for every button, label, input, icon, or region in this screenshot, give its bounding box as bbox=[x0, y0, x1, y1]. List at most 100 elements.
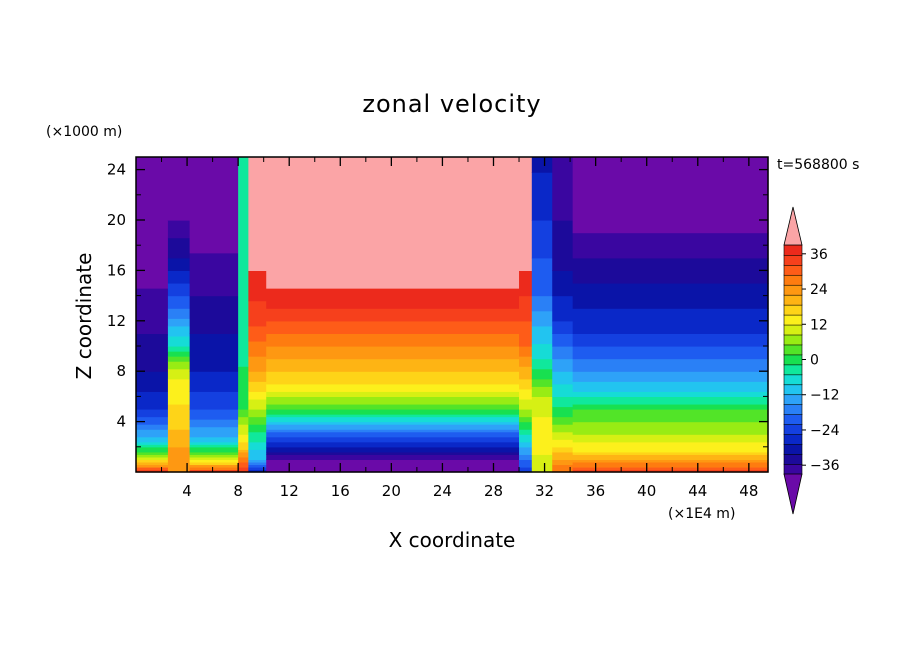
y-tick-label: 8 bbox=[116, 362, 126, 380]
contour-fill bbox=[572, 469, 769, 473]
contour-fill bbox=[238, 366, 249, 410]
contour-fill bbox=[552, 451, 574, 460]
contour-fill bbox=[167, 446, 191, 473]
contour-fill bbox=[136, 446, 169, 453]
contour-fill bbox=[572, 346, 769, 360]
colorbar-swatch bbox=[783, 304, 803, 316]
x-tick-label: 12 bbox=[280, 482, 299, 500]
contour-fill bbox=[531, 378, 553, 387]
contour-fill bbox=[136, 391, 169, 410]
contour-fill bbox=[167, 283, 191, 297]
contour-fill bbox=[531, 325, 553, 345]
x-tick-label: 36 bbox=[586, 482, 605, 500]
contour-fill bbox=[519, 398, 533, 410]
contour-fill bbox=[572, 157, 769, 234]
colorbar-swatch bbox=[783, 244, 803, 256]
contour-fill bbox=[167, 346, 191, 352]
contour-fill bbox=[136, 371, 169, 392]
contour-fill bbox=[266, 416, 520, 423]
contour-fill bbox=[248, 300, 267, 327]
contour-fill bbox=[248, 449, 267, 460]
contour-fill bbox=[167, 351, 191, 357]
colorbar-swatch bbox=[783, 284, 803, 296]
colorbar-swatch bbox=[783, 334, 803, 346]
contour-fill bbox=[519, 346, 533, 357]
contour-fill bbox=[189, 461, 239, 466]
chart-title: zonal velocity bbox=[362, 90, 541, 118]
contour-fill bbox=[136, 416, 169, 425]
contour-fill bbox=[136, 454, 169, 458]
contour-fill bbox=[266, 446, 520, 453]
contour-fill bbox=[531, 310, 553, 327]
time-label: t=568800 s bbox=[777, 157, 859, 173]
colorbar-tick-label: −12 bbox=[810, 388, 840, 404]
contour-fill bbox=[572, 451, 769, 455]
contour-fill bbox=[266, 371, 520, 385]
contour-fill bbox=[189, 464, 239, 468]
contour-fill bbox=[572, 381, 769, 392]
contour-fill bbox=[552, 459, 574, 466]
contour-fill bbox=[552, 157, 574, 221]
contour-fill bbox=[572, 371, 769, 382]
contour-fill bbox=[552, 396, 574, 408]
contour-fill bbox=[136, 429, 169, 438]
contour-fill bbox=[248, 459, 267, 463]
contour-fill bbox=[572, 358, 769, 372]
contour-fill bbox=[189, 446, 239, 453]
contour-fill bbox=[552, 383, 574, 397]
contour-band-4 bbox=[238, 157, 249, 473]
contour-fill bbox=[572, 391, 769, 397]
contour-fill bbox=[572, 403, 769, 410]
contour-fill bbox=[189, 469, 239, 473]
contour-fill bbox=[167, 378, 191, 405]
contour-fill bbox=[266, 451, 520, 455]
contour-fill bbox=[189, 409, 239, 420]
contour-fill bbox=[531, 368, 553, 380]
x-tick-label: 16 bbox=[331, 482, 350, 500]
contour-fill bbox=[519, 270, 533, 297]
colorbar-swatch bbox=[783, 254, 803, 266]
contour-fill bbox=[167, 429, 191, 448]
contour-fill bbox=[136, 469, 169, 473]
contour-fill bbox=[189, 441, 239, 445]
contour-fill bbox=[136, 409, 169, 418]
contour-fill bbox=[552, 371, 574, 385]
contour-fill bbox=[189, 436, 239, 443]
plot-frame bbox=[135, 156, 769, 473]
x-tick-label: 4 bbox=[182, 482, 192, 500]
contour-band-8 bbox=[531, 157, 553, 473]
contour-fill bbox=[552, 220, 574, 271]
contour-fill bbox=[189, 419, 239, 428]
contour-fill bbox=[519, 429, 533, 435]
contour-fill bbox=[248, 398, 267, 410]
contour-fill bbox=[189, 252, 239, 297]
contour-fill bbox=[248, 431, 267, 443]
contour-fill bbox=[519, 366, 533, 380]
contour-band-1 bbox=[136, 157, 169, 473]
contour-fill bbox=[136, 456, 169, 460]
colorbar-tick-label: 36 bbox=[810, 247, 828, 263]
colorbar-tick-label: 12 bbox=[810, 317, 828, 333]
contour-fill bbox=[572, 434, 769, 443]
contour-fill bbox=[136, 424, 169, 430]
y-tick-label: 12 bbox=[107, 312, 126, 330]
x-tick-label: 40 bbox=[637, 482, 656, 500]
colorbar-swatch bbox=[783, 344, 803, 356]
colorbar-tick-label: −36 bbox=[810, 458, 840, 474]
contour-fill bbox=[248, 270, 267, 302]
contour-fill bbox=[572, 283, 769, 309]
contour-fill bbox=[531, 172, 553, 221]
y-tick-label: 20 bbox=[107, 211, 126, 229]
contour-fill bbox=[572, 421, 769, 435]
contour-fill bbox=[189, 426, 239, 438]
colorbar-swatch bbox=[783, 394, 803, 406]
colorbar-swatch bbox=[783, 443, 803, 455]
colorbar-swatch bbox=[783, 324, 803, 336]
contour-fill bbox=[167, 403, 191, 430]
contour-fill bbox=[248, 340, 267, 357]
contour-fill bbox=[248, 424, 267, 433]
contour-fill bbox=[552, 270, 574, 297]
colorbar-swatch bbox=[783, 264, 803, 276]
